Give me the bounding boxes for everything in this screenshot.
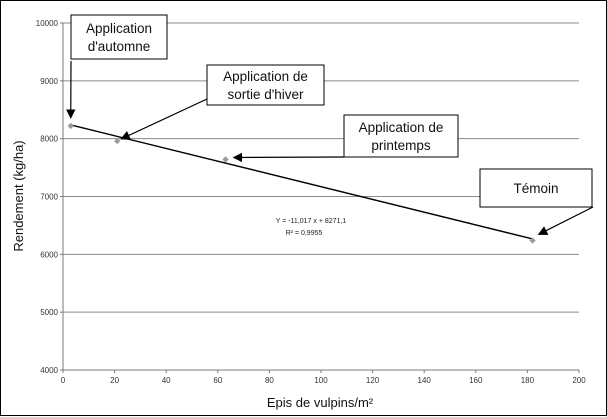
trendline-r2: R² = 0,9955 [286, 230, 323, 237]
y-tick-label: 8000 [40, 135, 58, 144]
x-tick-label: 60 [213, 376, 222, 385]
callouts: Application d'automne Application de sortie… [71, 15, 593, 234]
x-tick-label: 180 [521, 376, 535, 385]
x-tick-label: 80 [265, 376, 274, 385]
x-tick-label: 0 [61, 376, 66, 385]
callout-arrow [539, 207, 593, 234]
trendline-equation: Y = -11,017 x + 8271,1 [276, 218, 347, 225]
x-tick-label: 20 [110, 376, 119, 385]
y-axis-title: Rendement (kg/ha) [11, 140, 26, 251]
callout-label: Application de [359, 120, 444, 135]
x-tick-label: 100 [314, 376, 328, 385]
callout-label: Témoin [513, 181, 558, 196]
y-tick-label: 6000 [40, 250, 58, 259]
callout: Application de sortie d'hiver [121, 65, 324, 139]
x-tick-label: 40 [162, 376, 171, 385]
callout-label: printemps [371, 138, 431, 153]
y-tick-label: 9000 [40, 77, 58, 86]
x-tick-labels: 0 20 40 60 80 100 120 140 160 180 200 [61, 376, 586, 385]
y-tick-label: 4000 [40, 366, 58, 375]
y-tick-label: 7000 [40, 193, 58, 202]
x-axis-title: Epis de vulpins/m² [267, 395, 374, 410]
callout-label: sortie d'hiver [227, 87, 304, 102]
callout-label: d'automne [88, 39, 151, 54]
data-point [222, 156, 228, 162]
callout: Application de printemps [234, 115, 458, 157]
x-tick-label: 200 [572, 376, 586, 385]
y-tick-label: 10000 [36, 19, 59, 28]
y-tick-label: 5000 [40, 308, 58, 317]
callout-label: Application de [223, 69, 308, 84]
data-point [68, 123, 74, 129]
x-tick-label: 120 [366, 376, 380, 385]
y-tick-labels: 4000 5000 6000 7000 8000 9000 10000 [36, 19, 59, 375]
callout-arrow [121, 99, 207, 139]
callout: Application d'automne [71, 15, 167, 118]
x-tick-label: 140 [418, 376, 432, 385]
callout: Témoin [480, 169, 593, 234]
x-tick-label: 160 [469, 376, 483, 385]
callout-label: Application [86, 21, 152, 36]
